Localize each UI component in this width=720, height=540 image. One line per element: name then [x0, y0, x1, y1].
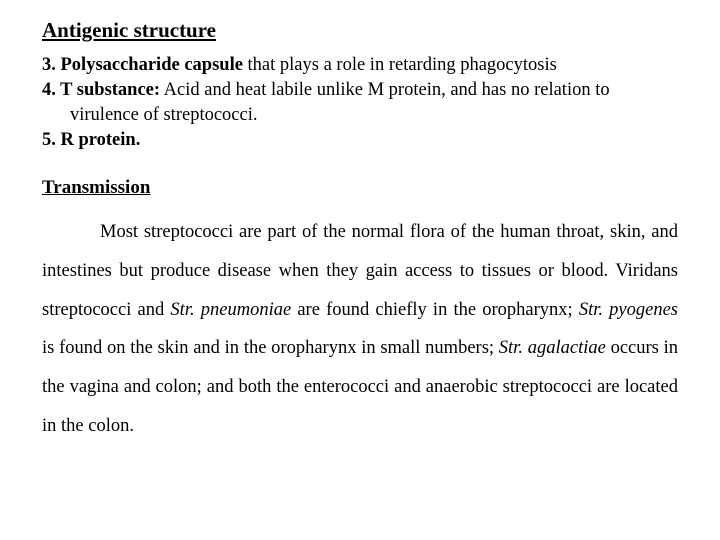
antigenic-structure-heading: Antigenic structure: [42, 18, 678, 43]
item4-rest: Acid and heat labile unlike M protein, a…: [160, 80, 610, 100]
para-seg-e: is found on the skin and in the orophary…: [42, 338, 499, 358]
list-item-5: 5. R protein.: [42, 128, 678, 153]
para-seg-c: are found chiefly in the oropharynx;: [291, 300, 579, 320]
document-page: Antigenic structure 3. Polysaccharide ca…: [0, 0, 720, 446]
transmission-paragraph: Most streptococci are part of the normal…: [42, 213, 678, 446]
list-item-4: 4. T substance: Acid and heat labile unl…: [42, 78, 678, 103]
para-seg-d: Str. pyogenes: [579, 300, 678, 320]
item5-text: 5. R protein.: [42, 130, 140, 150]
list-item-4-cont: virulence of streptococci.: [42, 103, 678, 128]
item3-rest: that plays a role in retarding phagocyto…: [243, 55, 557, 75]
list-item-3: 3. Polysaccharide capsule that plays a r…: [42, 53, 678, 78]
antigenic-list: 3. Polysaccharide capsule that plays a r…: [42, 53, 678, 153]
transmission-heading: Transmission: [42, 177, 678, 199]
para-seg-f: Str. agalactiae: [499, 338, 606, 358]
item4-lead: 4. T substance:: [42, 80, 160, 100]
para-seg-b: Str. pneumoniae: [170, 300, 291, 320]
item3-lead: 3. Polysaccharide capsule: [42, 55, 243, 75]
